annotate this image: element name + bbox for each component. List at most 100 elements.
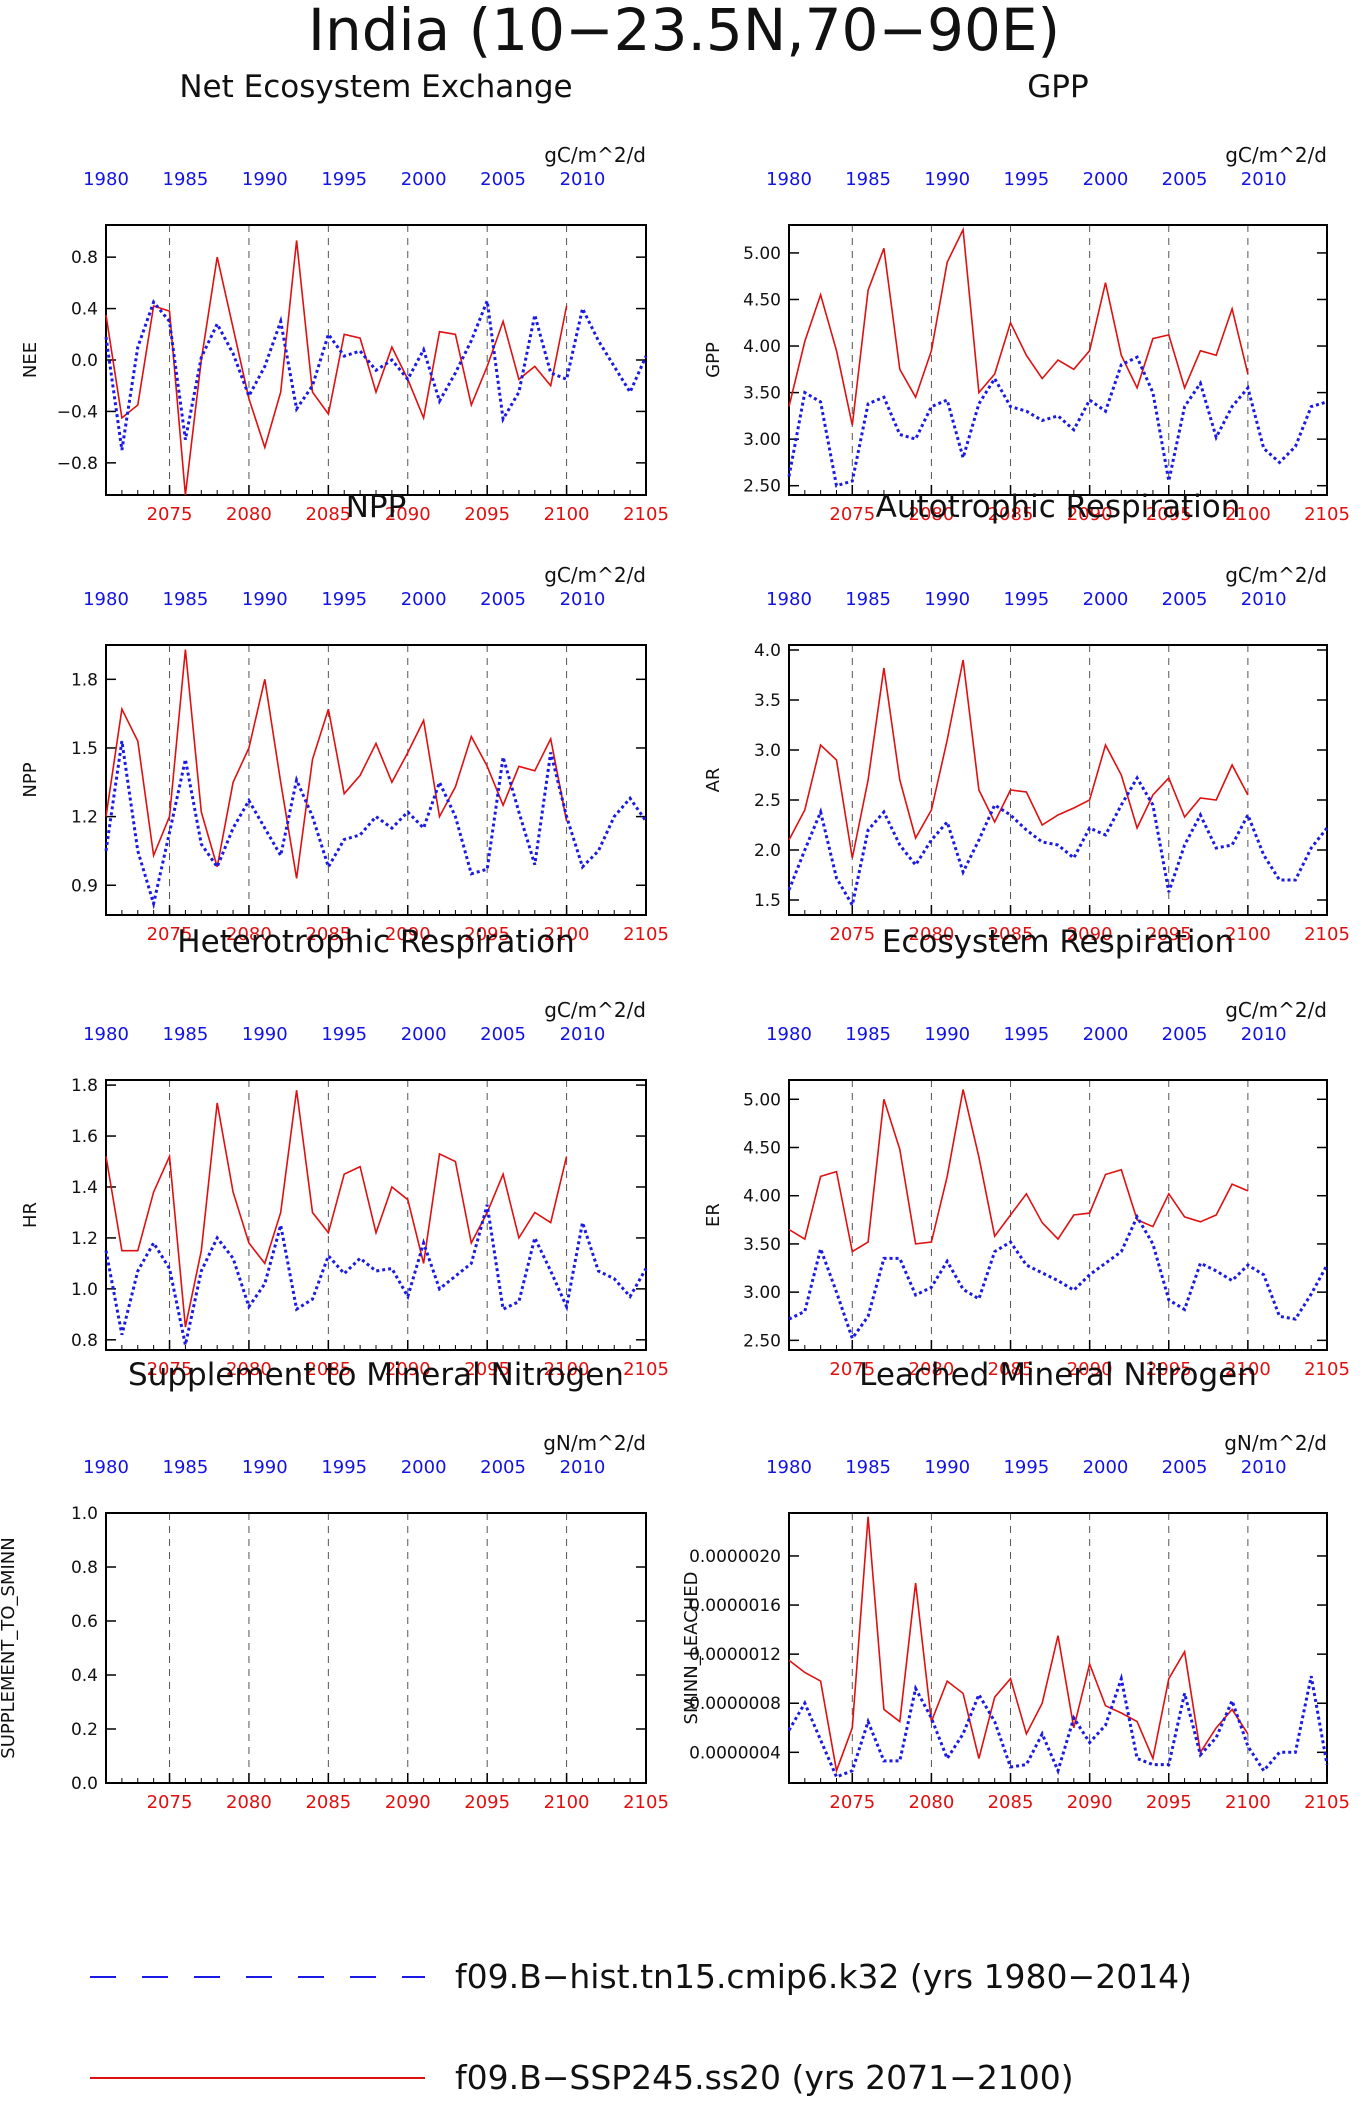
units-label: gC/m^2/d xyxy=(1225,998,1327,1022)
top-tick-label: 2010 xyxy=(1241,1457,1287,1478)
x-tick-label: 2095 xyxy=(1146,924,1192,945)
x-tick-label: 2085 xyxy=(988,504,1034,525)
top-tick-label: 2000 xyxy=(1083,1024,1129,1045)
top-tick-label: 1985 xyxy=(845,589,891,610)
y-tick-label: 3.5 xyxy=(754,691,781,711)
y-tick-label: 0.9 xyxy=(71,876,98,896)
y-axis-label: NEE xyxy=(20,342,41,378)
y-tick-label: 4.50 xyxy=(743,1139,781,1159)
top-tick-label: 1990 xyxy=(924,589,970,610)
x-tick-label: 2085 xyxy=(305,924,351,945)
units-label: gC/m^2/d xyxy=(1225,143,1327,167)
top-tick-label: 1990 xyxy=(924,169,970,190)
y-tick-label: 0.8 xyxy=(71,248,98,268)
y-tick-label: 3.50 xyxy=(743,1235,781,1255)
series-line-hist xyxy=(104,740,648,910)
x-tick-label: 2095 xyxy=(1146,504,1192,525)
x-tick-label: 2090 xyxy=(1067,504,1113,525)
y-axis-label: ER xyxy=(703,1203,724,1227)
top-tick-label: 1995 xyxy=(1003,1457,1049,1478)
x-tick-label: 2095 xyxy=(464,1359,510,1380)
top-tick-label: 2005 xyxy=(480,169,526,190)
y-tick-label: 2.50 xyxy=(743,1331,781,1351)
y-tick-label: 1.2 xyxy=(71,1229,98,1249)
top-tick-label: 1985 xyxy=(845,169,891,190)
y-tick-label: 2.50 xyxy=(743,477,781,497)
x-tick-label: 2105 xyxy=(623,1359,669,1380)
x-tick-label: 2105 xyxy=(623,504,669,525)
y-tick-label: 0.0000016 xyxy=(689,1596,781,1616)
y-axis-label: AR xyxy=(703,768,724,793)
y-tick-label: 0.0000012 xyxy=(689,1645,781,1665)
x-tick-label: 2080 xyxy=(909,1359,955,1380)
y-tick-label: −0.8 xyxy=(57,454,98,474)
top-tick-label: 2005 xyxy=(480,1457,526,1478)
top-tick-label: 1990 xyxy=(242,1024,288,1045)
x-tick-label: 2100 xyxy=(1225,504,1271,525)
units-label: gC/m^2/d xyxy=(544,563,646,587)
y-tick-label: 3.00 xyxy=(743,430,781,450)
x-tick-label: 2080 xyxy=(226,1792,272,1813)
x-tick-label: 2075 xyxy=(829,1359,875,1380)
plot-frame xyxy=(105,644,647,916)
y-tick-label: 0.6 xyxy=(71,1612,98,1632)
top-tick-label: 1980 xyxy=(83,1457,129,1478)
panel-title: Heterotrophic Respiration xyxy=(177,924,574,960)
x-tick-label: 2080 xyxy=(909,924,955,945)
top-tick-label: 1980 xyxy=(83,1024,129,1045)
x-tick-label: 2090 xyxy=(1067,924,1113,945)
top-tick-label: 2010 xyxy=(1241,169,1287,190)
y-tick-label: 0.0000004 xyxy=(689,1743,781,1763)
x-tick-label: 2100 xyxy=(544,504,590,525)
top-tick-label: 2010 xyxy=(560,1024,606,1045)
y-axis-label: NPP xyxy=(20,762,41,797)
panel-title: GPP xyxy=(1027,69,1088,105)
top-tick-label: 1980 xyxy=(766,1457,812,1478)
y-tick-label: 4.0 xyxy=(754,641,781,661)
y-tick-label: 1.0 xyxy=(71,1504,98,1524)
y-axis-label: SUPPLEMENT_TO_SMINN xyxy=(0,1537,19,1758)
x-tick-label: 2090 xyxy=(1067,1792,1113,1813)
top-tick-label: 1990 xyxy=(242,589,288,610)
units-label: gC/m^2/d xyxy=(1225,563,1327,587)
x-tick-label: 2090 xyxy=(385,1359,431,1380)
top-tick-label: 2005 xyxy=(480,589,526,610)
x-tick-label: 2075 xyxy=(147,924,193,945)
plot-frame xyxy=(788,1512,1328,1784)
series-line-ssp xyxy=(788,1089,1249,1253)
y-axis-label: GPP xyxy=(703,342,724,378)
y-axis-label: HR xyxy=(20,1202,41,1228)
x-tick-label: 2090 xyxy=(1067,1359,1113,1380)
panel-npp: NPP gC/m^2/d 2075 2080 2085 2090 2095 2100 2105 1… xyxy=(20,489,669,945)
x-tick-label: 2085 xyxy=(305,1359,351,1380)
y-tick-label: 4.00 xyxy=(743,1187,781,1207)
top-tick-label: 2010 xyxy=(560,1457,606,1478)
x-tick-label: 2095 xyxy=(464,504,510,525)
y-tick-label: 0.0000020 xyxy=(689,1547,781,1567)
plot-frame xyxy=(105,1079,647,1351)
top-tick-label: 1985 xyxy=(163,169,209,190)
x-tick-label: 2100 xyxy=(544,924,590,945)
plot-frame xyxy=(105,224,647,496)
top-tick-label: 2010 xyxy=(560,169,606,190)
x-tick-label: 2105 xyxy=(1304,504,1350,525)
panel-supplement-to-mineral-nitrogen: Supplement to Mineral NitrogengN/m^2/d20… xyxy=(0,1357,669,1813)
top-tick-label: 1995 xyxy=(321,1457,367,1478)
units-label: gC/m^2/d xyxy=(544,998,646,1022)
y-tick-label: 0.8 xyxy=(71,1331,98,1351)
series-line-ssp xyxy=(105,649,568,879)
figure-title: India (10−23.5N,70−90E) xyxy=(308,0,1060,64)
y-tick-label: 3.0 xyxy=(754,741,781,761)
top-tick-label: 1995 xyxy=(1003,1024,1049,1045)
x-tick-label: 2085 xyxy=(305,1792,351,1813)
y-tick-label: 0.2 xyxy=(71,1720,98,1740)
top-tick-label: 2005 xyxy=(480,1024,526,1045)
series-line-ssp xyxy=(788,659,1249,859)
x-tick-label: 2085 xyxy=(305,504,351,525)
units-label: gN/m^2/d xyxy=(543,1431,646,1455)
series-line-hist xyxy=(104,1204,648,1346)
top-tick-label: 1980 xyxy=(83,169,129,190)
x-tick-label: 2100 xyxy=(1225,924,1271,945)
y-tick-label: 4.00 xyxy=(743,337,781,357)
top-tick-label: 2000 xyxy=(401,1457,447,1478)
